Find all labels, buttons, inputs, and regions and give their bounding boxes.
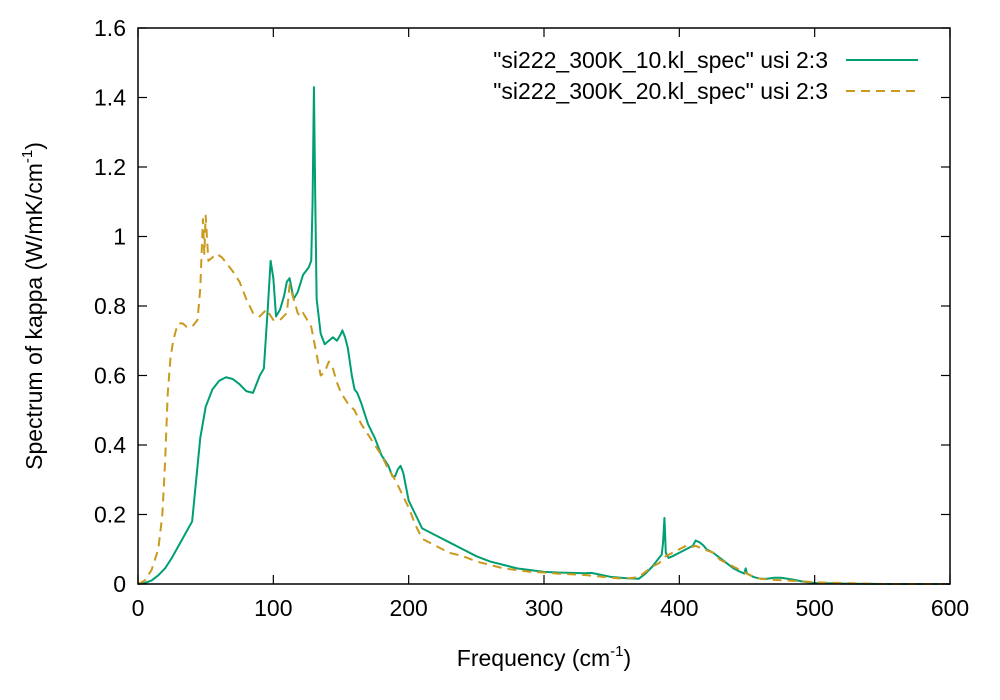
chart-marks — [137, 86, 950, 585]
x-tick-label: 400 — [660, 595, 698, 621]
x-tick-label: 100 — [254, 595, 292, 621]
x-tick-label: 600 — [931, 595, 969, 621]
legend-label-series-2: "si222_300K_20.kl_spec" usi 2:3 — [493, 78, 828, 104]
series-line-1 — [137, 86, 950, 585]
y-tick-label: 1.6 — [94, 15, 126, 41]
x-axis-title-text: Frequency (cm — [457, 645, 610, 671]
y-tick-label: 0.4 — [94, 432, 126, 458]
y-axis-title-superscript: -1 — [19, 150, 36, 163]
y-tick-label: 1.2 — [94, 154, 126, 180]
legend-label-series-1: "si222_300K_10.kl_spec" usi 2:3 — [493, 47, 828, 73]
axis-ticks: 0 100 200 300 400 500 600 0 0.2 0.4 0.6 0.8 1 1.2 1.4 1… — [94, 15, 969, 621]
y-tick-label: 0 — [113, 571, 126, 597]
x-axis-title: Frequency (cm-1) — [457, 643, 631, 671]
x-axis-title-close: ) — [624, 645, 632, 671]
x-tick-label: 300 — [525, 595, 563, 621]
x-tick-label: 200 — [389, 595, 427, 621]
y-axis-title: Spectrum of kappa (W/mK/cm-1) — [19, 142, 47, 470]
y-tick-label: 0.2 — [94, 502, 126, 528]
plot-frame — [137, 27, 951, 585]
series-line-2 — [137, 214, 950, 585]
x-axis-title-superscript: -1 — [610, 643, 623, 660]
y-tick-label: 0.8 — [94, 293, 126, 319]
x-tick-label: 500 — [795, 595, 833, 621]
y-axis-title-close: ) — [21, 142, 47, 150]
legend: "si222_300K_10.kl_spec" usi 2:3 "si222_3… — [493, 47, 918, 104]
y-axis-title-text: Spectrum of kappa (W/mK/cm — [21, 163, 47, 470]
x-tick-label: 0 — [132, 595, 145, 621]
y-tick-label: 1.4 — [94, 85, 126, 111]
y-tick-label: 1 — [113, 224, 126, 250]
y-tick-label: 0.6 — [94, 363, 126, 389]
